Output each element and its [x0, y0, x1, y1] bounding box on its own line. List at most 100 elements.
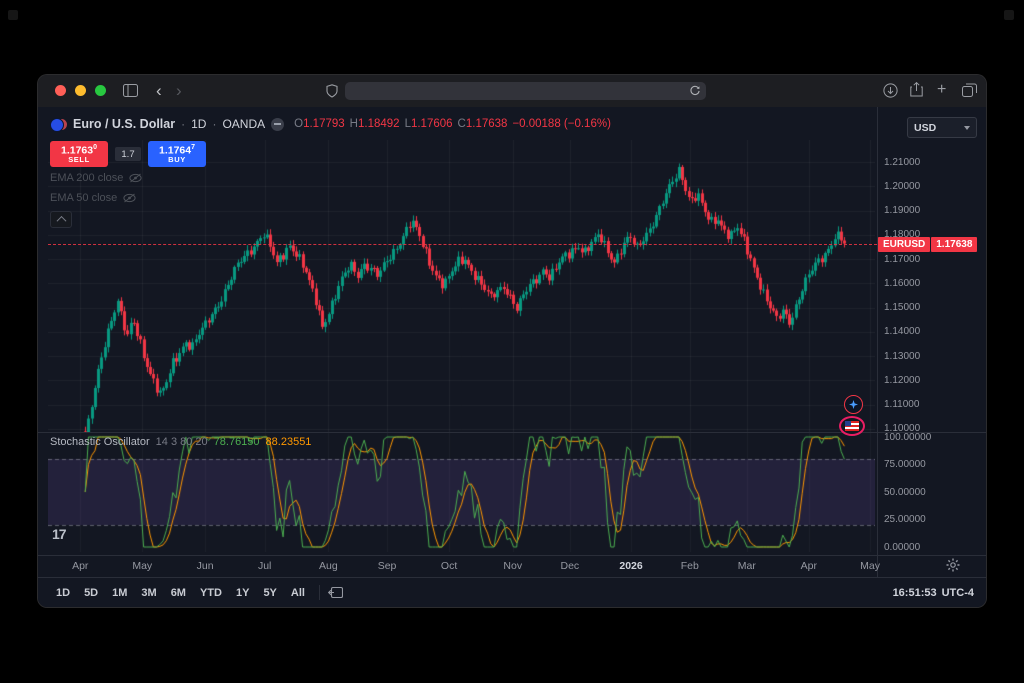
price-axis-label: 1.19000 [884, 205, 921, 217]
chevron-up-icon [56, 215, 66, 226]
minimize-legend-icon[interactable] [271, 117, 285, 131]
sparkle-badge-icon[interactable] [844, 395, 863, 414]
range-button-5d[interactable]: 5D [78, 584, 104, 602]
share-icon[interactable] [910, 82, 923, 98]
eye-off-icon[interactable] [129, 173, 142, 183]
range-button-5y[interactable]: 5Y [257, 584, 282, 602]
eye-off-icon[interactable] [123, 193, 136, 203]
time-axis-label[interactable]: Oct [440, 560, 458, 572]
time-axis-label[interactable]: May [860, 560, 880, 572]
currency-select[interactable]: USD [907, 117, 977, 138]
time-axis[interactable]: Apr May Jun Jul Aug Sep Oct Nov Dec 2026 Feb Mar Apr… [48, 555, 880, 577]
range-button-6m[interactable]: 6M [165, 584, 192, 602]
browser-toolbar: ‹ › + [38, 75, 986, 108]
range-button-3m[interactable]: 3M [135, 584, 162, 602]
tradingview-logo[interactable]: 17 [52, 526, 67, 542]
indicator-ema200[interactable]: EMA 200 close [50, 172, 142, 184]
minimize-button[interactable] [75, 85, 86, 96]
time-axis-label[interactable]: Sep [377, 560, 397, 572]
price-axis[interactable]: 1.21000 1.20000 1.19000 1.18000 1.17000 1.160… [878, 107, 986, 555]
clock-timezone: UTC-4 [941, 586, 974, 599]
forward-icon[interactable]: › [176, 81, 182, 100]
time-axis-label[interactable]: Feb [680, 560, 699, 572]
range-button-1d[interactable]: 1D [50, 584, 76, 602]
clock-time: 16:51:53 [892, 586, 937, 599]
clock[interactable]: 16:51:53 UTC-4 [893, 587, 974, 599]
stoch-axis-label: 100.00000 [884, 431, 932, 443]
zoom-button[interactable] [95, 85, 106, 96]
open-label: O [294, 118, 304, 130]
collapse-legend-button[interactable] [50, 211, 72, 228]
buy-price-sup: 7 [191, 143, 196, 151]
price-axis-label: 1.20000 [884, 180, 921, 192]
price-chart-canvas[interactable] [48, 140, 875, 432]
time-axis-label[interactable]: Jul [257, 560, 272, 572]
price-axis-label: 1.15000 [884, 302, 921, 314]
buy-button[interactable]: 1.17647 BUY [148, 141, 206, 167]
price-axis-label: 1.11000 [884, 399, 920, 411]
sell-label: SELL [68, 155, 90, 165]
range-button-all[interactable]: All [285, 584, 311, 602]
stochastic-legend[interactable]: Stochastic Oscillator 14 3 80 20 78.7615… [50, 436, 311, 448]
exchange-label[interactable]: OANDA [222, 117, 266, 131]
time-axis-label[interactable]: 2026 [619, 560, 643, 572]
range-button-ytd[interactable]: YTD [194, 584, 228, 602]
shield-icon[interactable] [326, 84, 338, 98]
sell-price-sup: 0 [93, 143, 98, 151]
price-axis-label: 1.17000 [884, 253, 921, 265]
price-axis-label: 1.18000 [884, 229, 921, 241]
price-axis-label: 1.13000 [884, 350, 921, 362]
range-button-1m[interactable]: 1M [106, 584, 133, 602]
chevron-down-icon [964, 125, 970, 130]
ohlc-values: O1.17793 H1.18492 L1.17606 C1.17638 −0.0… [294, 118, 611, 130]
bottom-toolbar: 1D 5D 1M 3M 6M YTD 1Y 5Y All 16:51:53 UTC-4 [38, 578, 986, 607]
stoch-axis-label: 50.00000 [884, 486, 926, 498]
stoch-axis-label: 25.00000 [884, 514, 926, 525]
gear-icon[interactable] [946, 558, 960, 577]
address-bar[interactable] [345, 82, 706, 100]
stoch-axis-label: 75.00000 [884, 459, 926, 470]
low-label: L [404, 118, 411, 130]
stochastic-d-value: 88.23551 [265, 436, 312, 448]
time-axis-label[interactable]: Nov [503, 560, 523, 572]
timeframe-label[interactable]: 1D [191, 117, 207, 131]
price-axis-label: 1.21000 [884, 156, 921, 168]
pane-divider[interactable] [38, 432, 986, 433]
stochastic-params: 14 3 80 20 [155, 436, 208, 448]
go-to-date-icon[interactable] [327, 586, 343, 599]
time-axis-label[interactable]: Aug [319, 560, 338, 572]
change-value: −0.00188 (−0.16%) [512, 118, 611, 130]
close-button[interactable] [55, 85, 66, 96]
symbol-legend[interactable]: Euro / U.S. Dollar · 1D · OANDA O1.17793… [50, 117, 611, 132]
price-axis-label: 1.12000 [884, 374, 921, 386]
last-price-line [48, 244, 877, 245]
desktop-artifact [8, 10, 18, 20]
indicator-ema50[interactable]: EMA 50 close [50, 192, 136, 204]
flag-badge-icon[interactable] [839, 416, 865, 436]
time-axis-label[interactable]: Apr [72, 560, 89, 572]
symbol-title[interactable]: Euro / U.S. Dollar [73, 117, 176, 131]
time-axis-label[interactable]: Dec [560, 560, 580, 572]
range-selector: 1D 5D 1M 3M 6M YTD 1Y 5Y All [50, 584, 311, 602]
tab-overview-icon[interactable] [962, 83, 977, 97]
last-price-tag: EURUSD 1.17638 [878, 237, 978, 252]
stochastic-title[interactable]: Stochastic Oscillator [50, 436, 150, 448]
price-axis-divider [877, 107, 878, 577]
time-axis-label[interactable]: Apr [800, 560, 817, 572]
downloads-icon[interactable] [883, 83, 898, 98]
reload-icon[interactable] [689, 85, 701, 100]
sell-button[interactable]: 1.17630 SELL [50, 141, 108, 167]
new-tab-icon[interactable]: + [937, 81, 947, 98]
stochastic-k-value: 78.76150 [213, 436, 260, 448]
buy-price: 1.1764 [158, 144, 192, 157]
back-icon[interactable]: ‹ [156, 81, 162, 100]
toolbar-separator [318, 585, 320, 600]
legend-separator: · [181, 117, 186, 131]
time-axis-label[interactable]: Jun [196, 560, 214, 572]
time-axis-label[interactable]: May [132, 560, 153, 572]
stochastic-chart-canvas[interactable] [48, 433, 875, 552]
sidebar-icon[interactable] [123, 84, 138, 97]
range-button-1y[interactable]: 1Y [230, 584, 255, 602]
time-axis-label[interactable]: Mar [737, 560, 756, 572]
